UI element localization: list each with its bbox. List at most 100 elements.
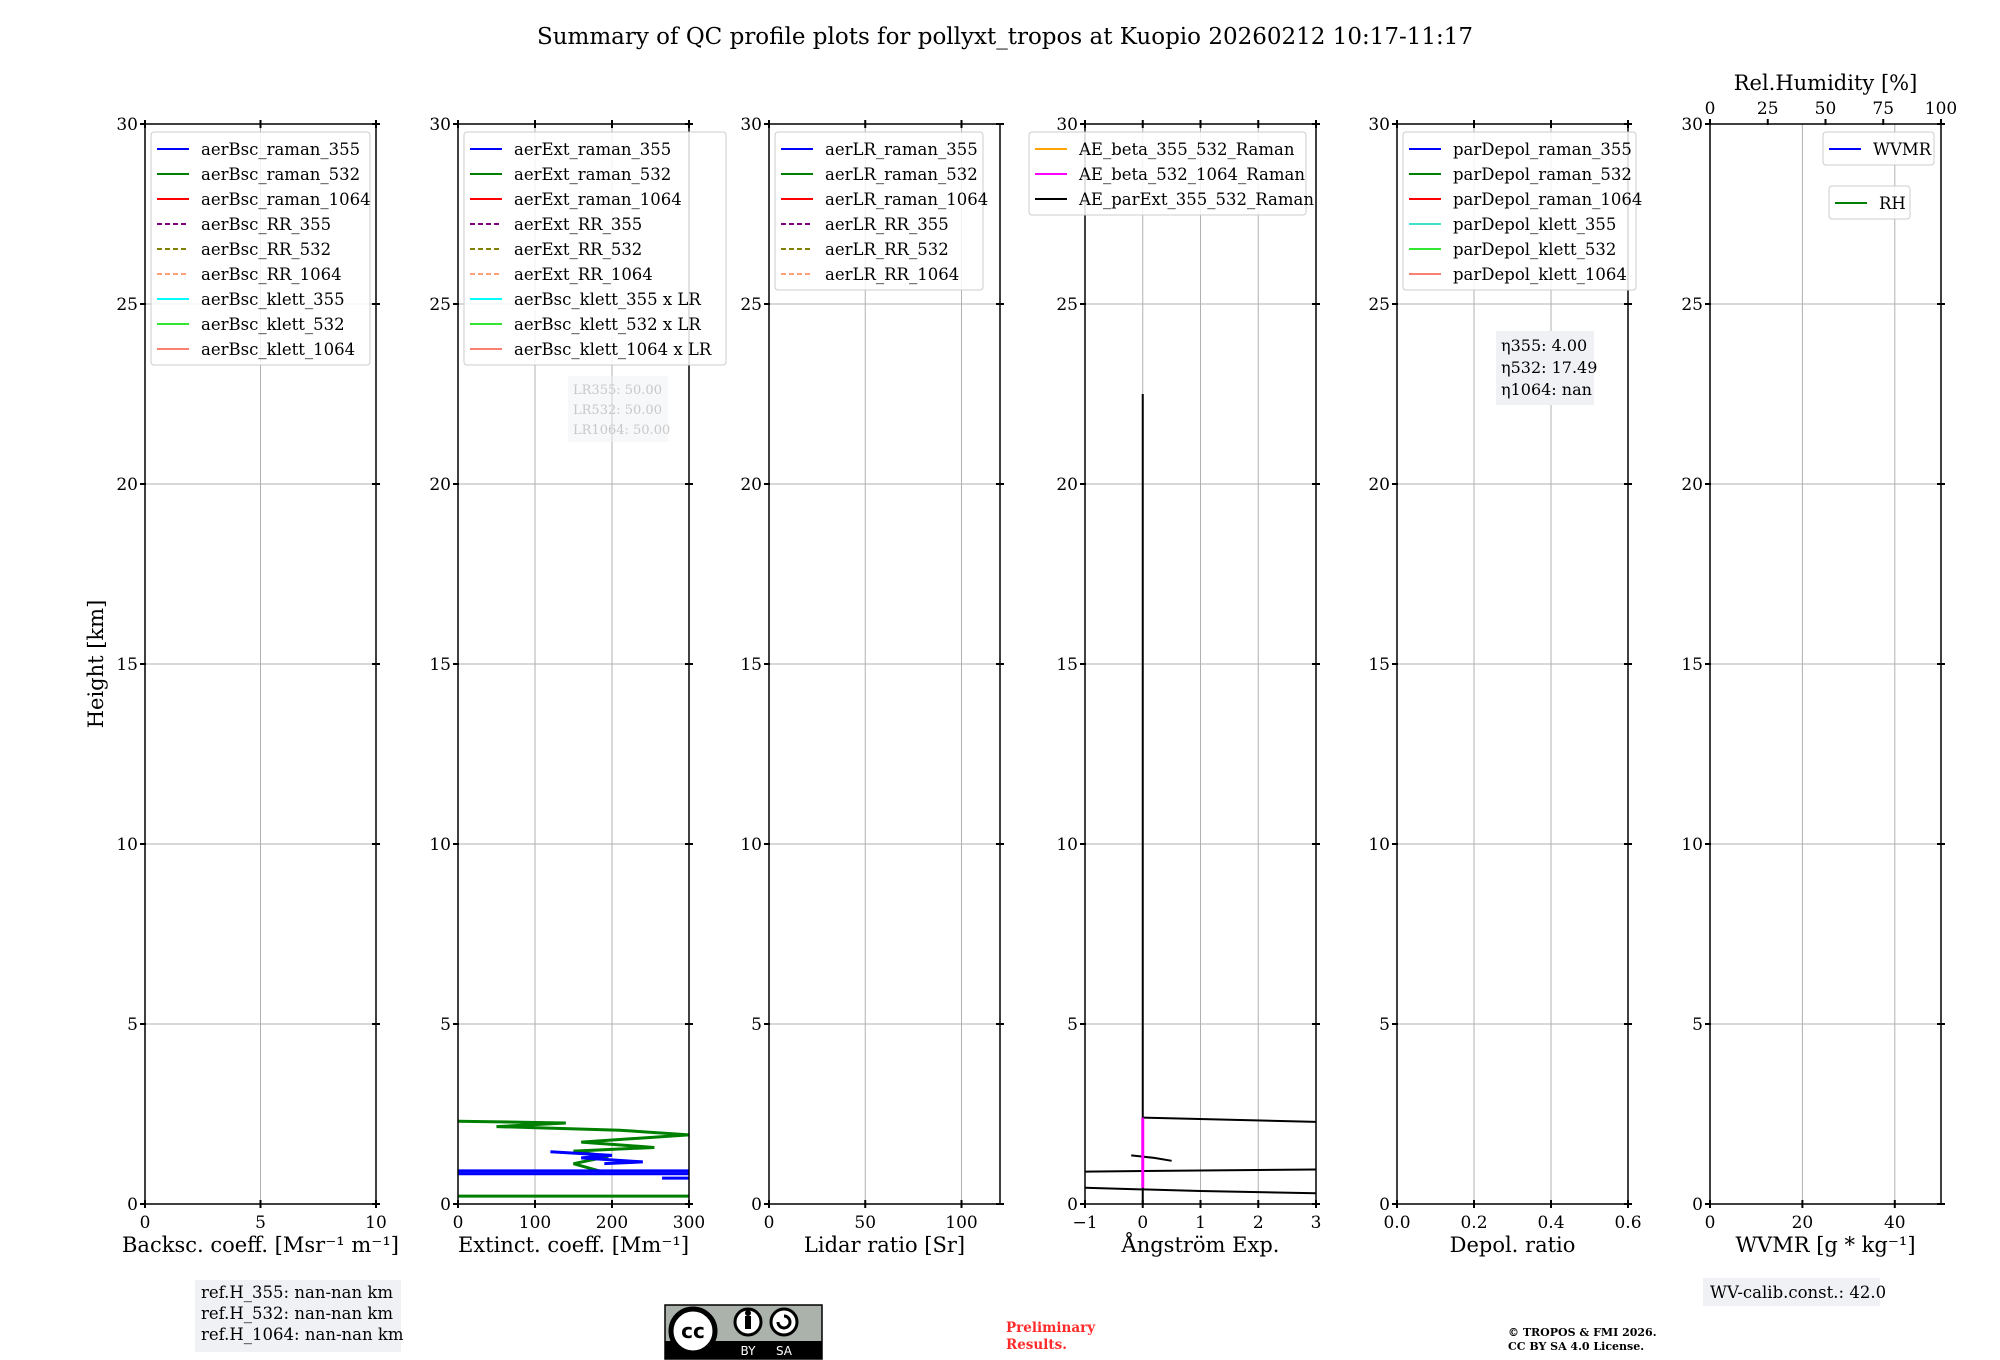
legend-label: aerExt_raman_1064: [514, 190, 682, 209]
y-tick-label: 10: [740, 835, 762, 855]
y-tick-label: 10: [1681, 835, 1703, 855]
y-tick-label: 15: [1368, 655, 1390, 675]
legend-label: aerBsc_RR_1064: [201, 265, 342, 284]
legend-label: aerLR_RR_1064: [825, 265, 959, 284]
x-tick-label: 200: [596, 1213, 628, 1233]
y-tick-label: 5: [1379, 1015, 1390, 1035]
legend: aerExt_raman_355 aerExt_raman_532 aerExt_r…: [463, 131, 727, 366]
y-tick-label: 15: [740, 655, 762, 675]
x-axis-label: WVMR [g * kg⁻¹]: [1735, 1233, 1915, 1257]
y-tick-label: 0: [127, 1195, 138, 1215]
wv-calib-text: WV-calib.const.: 42.0: [1710, 1283, 1886, 1302]
y-tick-label: 20: [1368, 475, 1390, 495]
copyright-line2: CC BY SA 4.0 License.: [1508, 1340, 1644, 1353]
legend-label: aerBsc_klett_355 x LR: [514, 290, 701, 309]
legend: aerLR_raman_355 aerLR_raman_532 aerLR_rama…: [774, 131, 988, 291]
preliminary-line1: Preliminary: [1006, 1320, 1096, 1336]
y-tick-label: 15: [429, 655, 451, 675]
series-line-aerExt_raman_355: [550, 1150, 643, 1166]
y-tick-label: 20: [429, 475, 451, 495]
legend-label: aerExt_raman_355: [514, 140, 671, 159]
panel-backscatter: 0 5 10 0 5 10 15 20 25 30 Backsc. coeff. [Msr⁻¹ m⁻…: [116, 115, 399, 1257]
preliminary-line2: Results.: [1006, 1337, 1067, 1353]
annotation-text: LR1064: 50.00: [573, 423, 670, 438]
y-tick-label: 25: [1368, 295, 1390, 315]
svg-text:BY: BY: [741, 1344, 757, 1358]
x-tick-label: 0: [453, 1213, 464, 1233]
x-tick-label: 3: [1311, 1213, 1322, 1233]
refh-box: [195, 1280, 401, 1352]
svg-text:cc: cc: [681, 1319, 705, 1343]
annotation-box: LR355: 50.00 LR532: 50.00 LR1064: 50.00: [568, 376, 670, 442]
series-line-AE_parExt_a: [1142, 1116, 1317, 1123]
legend-label: aerExt_RR_1064: [514, 265, 653, 284]
y-tick-label: 25: [429, 295, 451, 315]
y-tick-label: 30: [1056, 115, 1078, 135]
x-axis-label: Extinct. coeff. [Mm⁻¹]: [458, 1233, 689, 1257]
legend-label: parDepol_raman_1064: [1453, 190, 1642, 209]
y-tick-label: 30: [740, 115, 762, 135]
y-tick-label: 5: [440, 1015, 451, 1035]
legend-label: aerBsc_klett_532: [201, 315, 345, 334]
refh-532: ref.H_532: nan-nan km: [201, 1304, 393, 1323]
y-tick-label: 0: [1379, 1195, 1390, 1215]
legend-label: aerExt_raman_532: [514, 165, 671, 184]
legend: AE_beta_355_532_Raman AE_beta_532_1064_Ra…: [1028, 131, 1314, 216]
legend-label: AE_parExt_355_532_Raman: [1078, 190, 1314, 209]
y-tick-label: 30: [116, 115, 138, 135]
refh-1064: ref.H_1064: nan-nan km: [201, 1325, 404, 1344]
y-tick-label: 25: [1056, 295, 1078, 315]
svg-text:SA: SA: [776, 1344, 793, 1358]
footer: ref.H_355: nan-nan km ref.H_532: nan-nan…: [195, 1278, 1886, 1360]
y-tick-label: 30: [429, 115, 451, 135]
y-tick-label: 0: [1067, 1195, 1078, 1215]
annotation-text: η355: 4.00: [1501, 336, 1587, 355]
y-tick-label: 0: [440, 1195, 451, 1215]
legend-label: AE_beta_355_532_Raman: [1078, 140, 1295, 159]
legend: WVMR: [1822, 131, 1935, 166]
series-line-aerExt_raman_532: [457, 1119, 690, 1174]
cc-by-sa-logo: cc BY SA: [664, 1304, 823, 1360]
annotation-text: LR532: 50.00: [573, 403, 662, 418]
y-tick-label: 25: [1681, 295, 1703, 315]
legend-label: aerBsc_RR_532: [201, 240, 331, 259]
annotation-text: η1064: nan: [1501, 380, 1592, 399]
x-tick-label: 0: [1137, 1213, 1148, 1233]
panel-depol: 0.0 0.2 0.4 0.6 0 5 10 15 20 25 30 Depol. ratio parD…: [1368, 115, 1642, 1257]
y-axis-label: Height [km]: [84, 600, 108, 729]
y-tick-label: 0: [1692, 1195, 1703, 1215]
y-tick-label: 25: [116, 295, 138, 315]
x-tick-label: 5: [255, 1213, 266, 1233]
y-tick-label: 20: [740, 475, 762, 495]
legend: RH: [1828, 185, 1911, 220]
legend-label: aerExt_RR_355: [514, 215, 642, 234]
x-tick-label: 0: [764, 1213, 775, 1233]
annotation-box: η355: 4.00 η532: 17.49 η1064: nan: [1496, 331, 1597, 405]
y-tick-label: 5: [1067, 1015, 1078, 1035]
x-tick-label: 100: [519, 1213, 551, 1233]
y-tick-label: 15: [1681, 655, 1703, 675]
legend-label: aerLR_RR_532: [825, 240, 949, 259]
figure-title: Summary of QC profile plots for pollyxt_…: [537, 24, 1473, 50]
x-tick-label: 50: [854, 1213, 876, 1233]
x-axis-label: Depol. ratio: [1450, 1233, 1576, 1257]
y-tick-label: 20: [1681, 475, 1703, 495]
legend-label: parDepol_raman_355: [1453, 140, 1632, 159]
share-alike-icon: [769, 1307, 799, 1337]
y-tick-label: 30: [1681, 115, 1703, 135]
annotation-text: η532: 17.49: [1501, 358, 1597, 377]
legend-label: RH: [1879, 194, 1906, 213]
x-tick-label: 0.4: [1537, 1213, 1564, 1233]
legend-label: aerBsc_klett_355: [201, 290, 345, 309]
y-tick-label: 15: [116, 655, 138, 675]
y-tick-label: 5: [127, 1015, 138, 1035]
y-tick-label: 15: [1056, 655, 1078, 675]
series-line-AE_parExt_b: [1131, 1154, 1172, 1162]
y-tick-label: 5: [1692, 1015, 1703, 1035]
legend-label: parDepol_raman_532: [1453, 165, 1632, 184]
legend-label: aerBsc_klett_1064: [201, 340, 355, 359]
y-tick-label: 10: [116, 835, 138, 855]
legend-label: parDepol_klett_355: [1453, 215, 1616, 234]
top-x-tick-label: 75: [1872, 99, 1894, 119]
top-axis-label: Rel.Humidity [%]: [1734, 71, 1918, 95]
